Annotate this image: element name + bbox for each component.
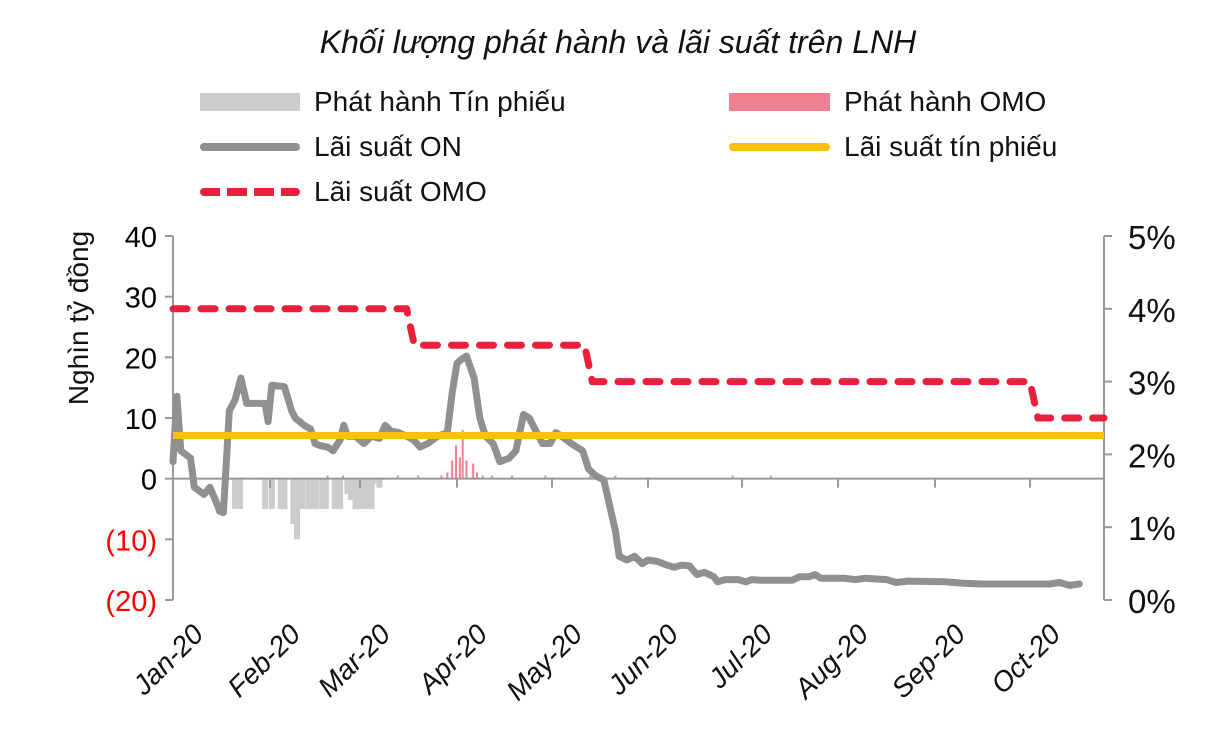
bar <box>458 457 461 479</box>
bar <box>511 475 514 479</box>
legend-item-tin-phieu-issuance: Phát hành Tín phiếu <box>200 86 566 118</box>
legend-item-tin-phieu-rate: Lãi suất tín phiếu <box>729 131 1057 163</box>
legend-swatch-gray-line <box>200 143 300 151</box>
bar <box>322 478 329 509</box>
bar <box>769 475 772 479</box>
bar <box>465 460 468 479</box>
left-tick-label: 10 <box>125 404 157 436</box>
x-tick-label: Sep-20 <box>885 618 971 704</box>
bar <box>277 478 284 509</box>
bar <box>461 430 464 479</box>
bar <box>262 478 269 509</box>
axis-labels: 40 30 20 10 0 (10) (20) 5% 4% 3% 2% 1% 0% Jan-20 Feb-2… <box>63 219 1176 706</box>
line-series <box>169 305 1108 589</box>
right-tick-label: 1% <box>1128 510 1176 547</box>
bar <box>614 475 617 479</box>
bar <box>372 478 379 484</box>
legend-item-on-rate: Lãi suất ON <box>200 131 462 163</box>
bar <box>331 478 338 509</box>
legend-swatch-pink-bar <box>729 93 830 111</box>
x-tick-label: Jul-20 <box>702 618 779 695</box>
right-tick-label: 4% <box>1128 292 1176 329</box>
bar <box>417 475 420 479</box>
bar <box>268 478 275 509</box>
x-tick-label: Mar-20 <box>312 618 397 703</box>
bar <box>352 478 359 509</box>
bar <box>312 478 319 509</box>
axes <box>165 235 1112 601</box>
legend-label: Lãi suất ON <box>314 131 462 162</box>
bar <box>481 475 484 479</box>
legend-item-omo-issuance: Phát hành OMO <box>729 86 1046 118</box>
bar <box>326 475 329 479</box>
bar <box>446 472 449 479</box>
chart-title: Khối lượng phát hành và lãi suất trên LN… <box>319 24 917 60</box>
series-line <box>169 352 1083 589</box>
x-tick-label: Feb-20 <box>222 618 307 703</box>
legend-label: Lãi suất OMO <box>314 176 487 207</box>
bar <box>290 478 297 525</box>
legend-swatch-yellow-line <box>729 143 830 151</box>
x-tick-label: Apr-20 <box>411 618 494 701</box>
left-tick-label: 20 <box>125 343 157 375</box>
left-tick-label: (10) <box>105 525 157 557</box>
legend-swatch-red-dashed-line <box>200 188 300 196</box>
bar <box>232 478 239 509</box>
right-tick-label: 0% <box>1128 583 1176 620</box>
bar <box>544 475 547 479</box>
legend-item-omo-rate: Lãi suất OMO <box>200 176 487 208</box>
bar <box>376 478 383 488</box>
bar <box>309 478 316 509</box>
bar <box>344 478 351 494</box>
bar <box>396 475 399 479</box>
right-tick-label: 3% <box>1128 365 1176 402</box>
left-tick-label: 40 <box>125 222 157 254</box>
series-line <box>169 305 1108 422</box>
x-tick-label: Aug-20 <box>787 618 874 705</box>
bar <box>472 463 475 479</box>
x-tick-label: Oct-20 <box>985 618 1067 700</box>
bar <box>455 445 458 479</box>
left-tick-label: 0 <box>141 465 157 497</box>
x-tick-label: May-20 <box>500 618 588 706</box>
bar <box>319 478 326 509</box>
bar <box>475 472 478 479</box>
right-tick-label: 5% <box>1128 219 1176 256</box>
bar <box>589 475 592 479</box>
bar <box>236 478 243 509</box>
x-tick-label: Jun-20 <box>601 618 684 701</box>
bar <box>356 478 363 509</box>
bar <box>451 460 454 479</box>
bar <box>348 478 354 500</box>
bar <box>363 478 370 509</box>
legend-label: Phát hành OMO <box>844 86 1047 117</box>
bar <box>731 475 734 479</box>
bar <box>359 478 366 509</box>
bar <box>281 478 288 509</box>
bar-series <box>232 430 772 540</box>
left-tick-label: (20) <box>105 586 157 618</box>
bar <box>294 478 300 540</box>
bar <box>299 478 306 509</box>
bar <box>305 478 312 509</box>
bar <box>337 478 344 509</box>
right-tick-label: 2% <box>1128 437 1176 474</box>
bar <box>341 475 344 479</box>
legend-label: Lãi suất tín phiếu <box>844 131 1058 162</box>
bar <box>440 475 443 479</box>
legend-label: Phát hành Tín phiếu <box>314 86 566 117</box>
x-tick-label: Jan-20 <box>126 618 209 701</box>
left-tick-label: 30 <box>125 283 157 315</box>
bar <box>491 475 494 479</box>
legend-swatch-gray-bar <box>200 93 300 111</box>
left-axis-title: Nghìn tỷ đồng <box>63 231 94 405</box>
bar <box>368 478 375 509</box>
bar <box>297 478 304 484</box>
